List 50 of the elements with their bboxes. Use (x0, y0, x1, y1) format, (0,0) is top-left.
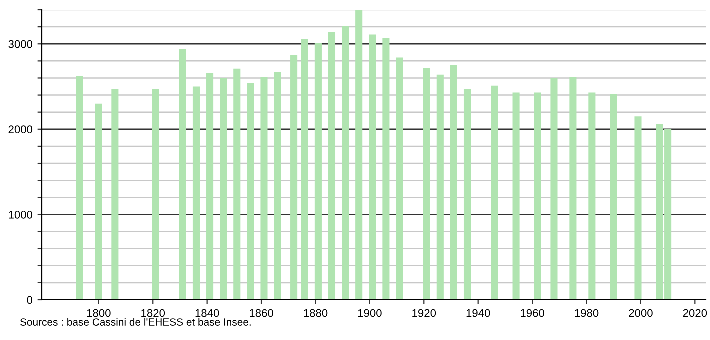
bar (220, 78, 228, 300)
bar (314, 43, 322, 300)
bar (491, 86, 498, 300)
bar (95, 104, 102, 300)
bar (423, 68, 430, 300)
x-tick-label: 1860 (250, 309, 274, 318)
y-tick-label: 2000 (8, 126, 33, 134)
bar (396, 58, 404, 300)
x-tick-label: 2000 (629, 309, 653, 318)
bar (76, 76, 84, 300)
y-tick-label: 0 (27, 296, 33, 304)
x-tick-label: 2020 (683, 309, 708, 318)
x-tick-label: 1900 (358, 309, 382, 318)
x-tick-label: 1940 (466, 309, 490, 318)
x-tick-label: 1800 (87, 309, 111, 318)
bar (588, 92, 596, 300)
bar (247, 83, 254, 300)
bar (634, 116, 642, 300)
bar (179, 49, 186, 300)
bar (436, 74, 444, 300)
x-tick-label: 1920 (412, 309, 436, 318)
bar (206, 73, 214, 300)
y-tick-label: 1000 (9, 210, 33, 219)
x-tick-label: 1840 (196, 309, 220, 318)
bar (112, 89, 119, 300)
bar (570, 77, 577, 300)
bar (290, 55, 298, 300)
x-tick-label: 1820 (142, 309, 166, 318)
bar (512, 92, 520, 300)
bar (356, 10, 363, 300)
bar (328, 32, 336, 300)
x-tick-label: 1880 (304, 309, 328, 318)
source-note: Sources : base Cassini de l'EHESS et base Insee. (20, 318, 251, 326)
bar (369, 34, 376, 300)
x-tick-label: 1960 (521, 309, 544, 318)
bar (382, 38, 390, 300)
bar (464, 89, 472, 300)
x-tick-label: 1980 (575, 309, 599, 318)
bar (301, 39, 308, 300)
y-tick-label: 3000 (8, 40, 33, 48)
bar (450, 65, 458, 300)
bar (274, 72, 282, 300)
bar (342, 26, 350, 300)
bar (192, 86, 200, 300)
bar (260, 77, 268, 300)
bar (534, 92, 542, 300)
bar (610, 94, 618, 300)
bar (550, 78, 558, 300)
bar (152, 89, 160, 300)
bar (234, 68, 241, 300)
